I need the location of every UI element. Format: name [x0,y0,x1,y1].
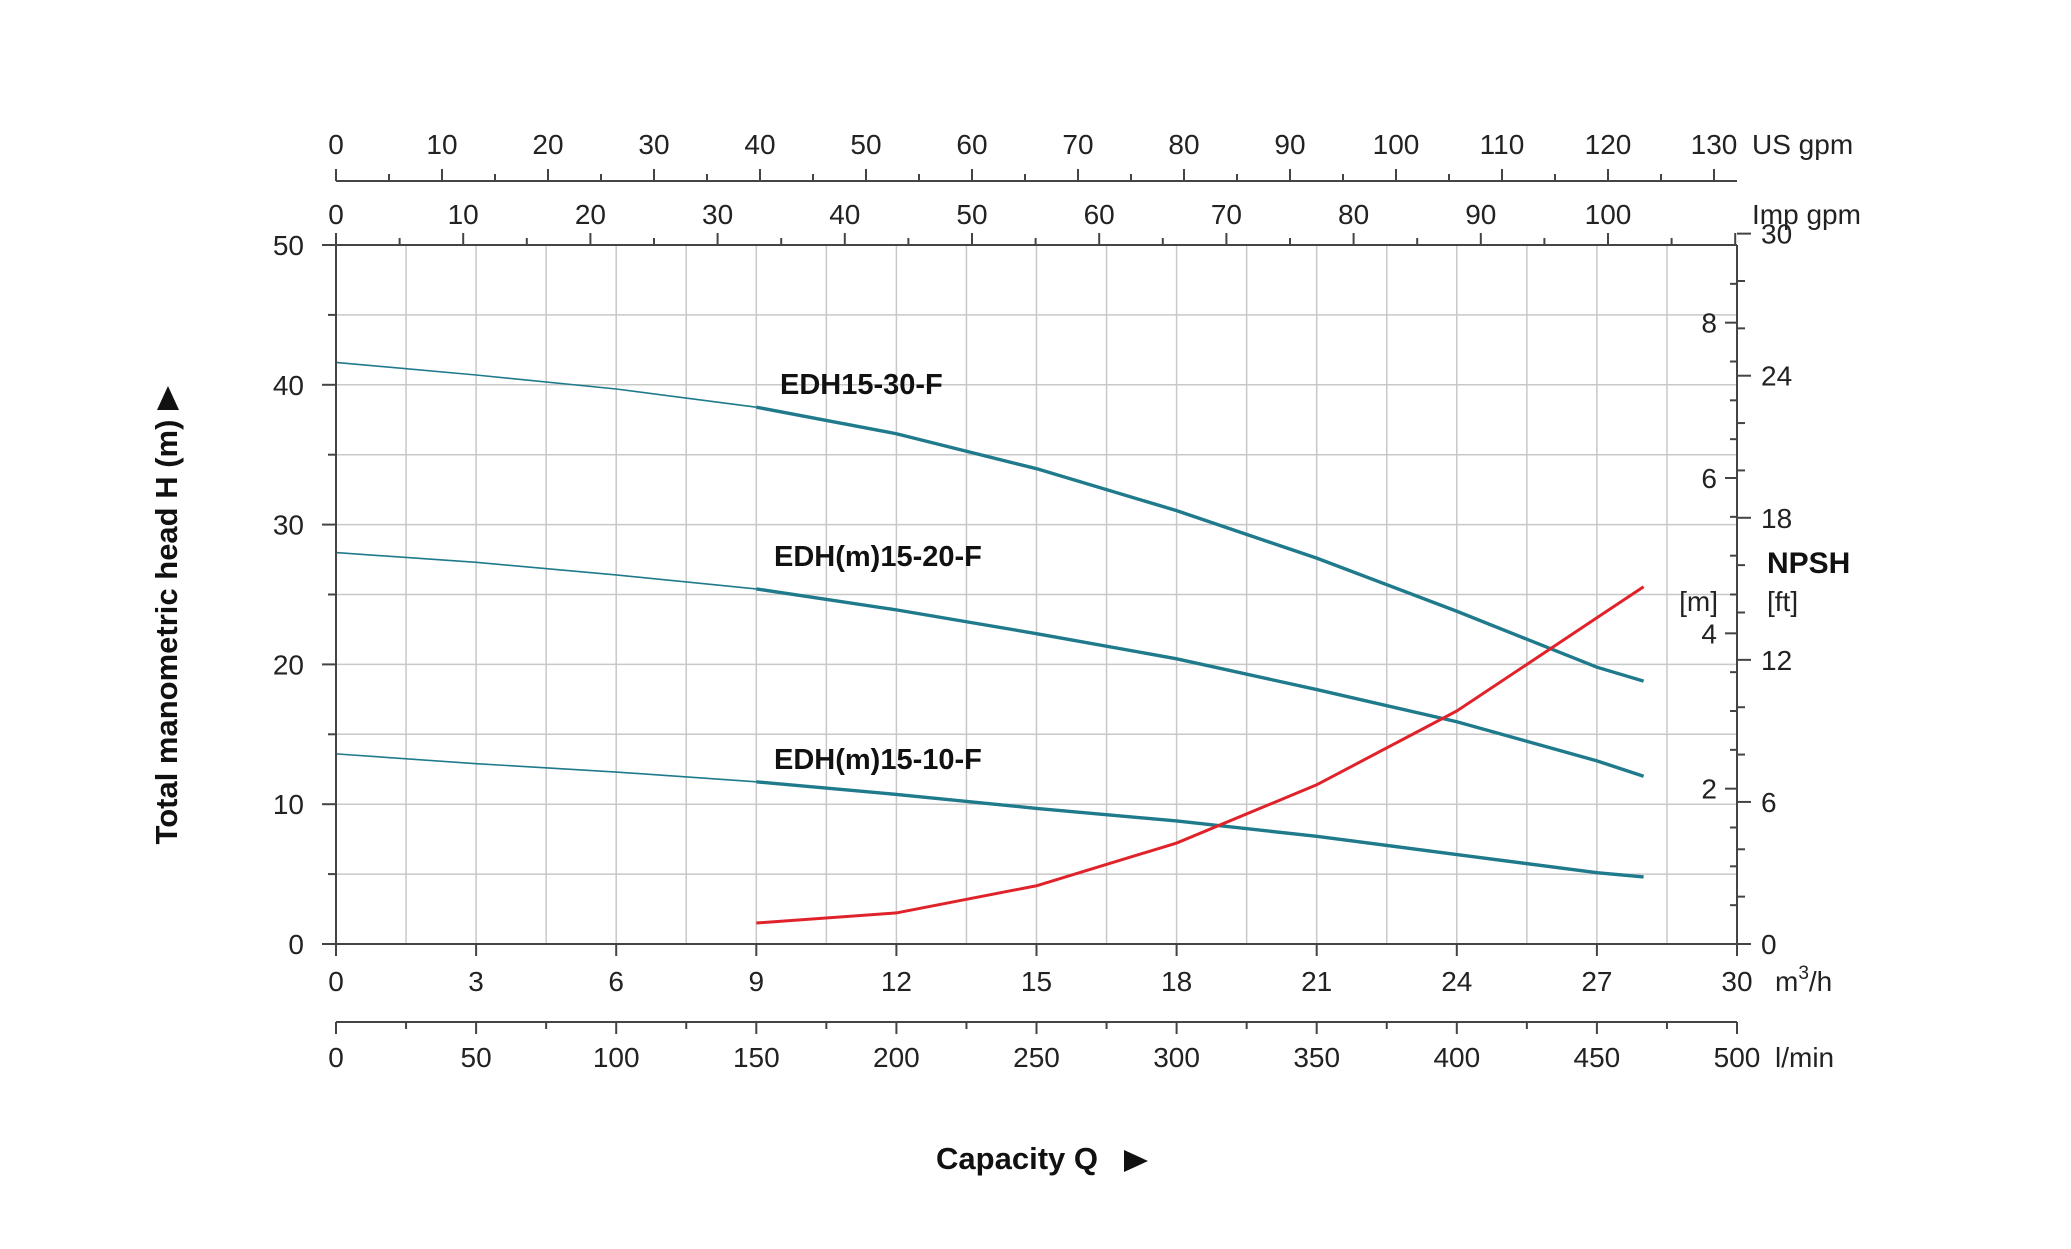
us-gpm-tick-label: 0 [328,129,344,160]
imp-gpm-tick-label: 80 [1338,199,1369,230]
y-tick-label: 50 [273,230,304,261]
head-curve-extrapolated [335,361,757,408]
head-curve-extrapolated [335,753,757,783]
us-gpm-tick-label: 90 [1274,129,1305,160]
npsh-m-unit: [m] [1679,586,1718,617]
x-tick-label: 3 [468,966,484,997]
y-axis-arrow-icon [157,386,179,410]
x-tick-label: 30 [1721,966,1752,997]
us-gpm-tick-label: 10 [426,129,457,160]
x-tick-label: 21 [1301,966,1332,997]
imp-gpm-tick-label: 10 [448,199,479,230]
npsh-m-tick-label: 4 [1701,618,1717,649]
us-gpm-tick-label: 30 [638,129,669,160]
lpm-tick-label: 250 [1013,1042,1060,1073]
imp-gpm-unit-label: Imp gpm [1752,199,1861,230]
lpm-tick-label: 50 [461,1042,492,1073]
labels: 0 3 6 9 12 15 18 21 24 27 30 m3/h0 50 100 150 200 250 300… [149,129,1861,1176]
grid-lines [335,244,1738,945]
y-tick-label: 10 [273,789,304,820]
y-tick-label: 30 [273,510,304,541]
lpm-tick-label: 500 [1714,1042,1761,1073]
npsh-ft-tick-label: 18 [1761,503,1792,534]
lpm-tick-label: 100 [593,1042,640,1073]
lpm-tick-label: 150 [733,1042,780,1073]
imp-gpm-tick-label: 70 [1211,199,1242,230]
x-unit-label: m3/h [1775,963,1832,997]
x-tick-label: 6 [608,966,624,997]
x-tick-label: 18 [1161,966,1192,997]
x-tick-label: 27 [1581,966,1612,997]
lpm-unit-label: l/min [1775,1042,1834,1073]
us-gpm-tick-label: 100 [1373,129,1420,160]
x-tick-label: 12 [881,966,912,997]
imp-gpm-tick-label: 20 [575,199,606,230]
lpm-tick-label: 0 [328,1042,344,1073]
series-label: EDH(m)15-20-F [774,541,982,573]
y-tick-label: 40 [273,370,304,401]
us-gpm-tick-label: 20 [532,129,563,160]
head-curve [755,405,1645,683]
lpm-tick-label: 200 [873,1042,920,1073]
x-tick-label: 15 [1021,966,1052,997]
lpm-tick-label: 350 [1293,1042,1340,1073]
head-curve-extrapolated [335,551,757,590]
y-tick-label: 0 [288,929,304,960]
y-axis-title: Total manometric head H (m) [149,420,184,845]
npsh-m-tick-label: 2 [1701,774,1717,805]
imp-gpm-tick-label: 90 [1465,199,1496,230]
npsh-m-tick-label: 6 [1701,463,1717,494]
us-gpm-unit-label: US gpm [1752,129,1853,160]
npsh-ft-unit: [ft] [1767,586,1798,617]
npsh-curve [756,585,1645,925]
imp-gpm-tick-label: 40 [829,199,860,230]
us-gpm-tick-label: 80 [1168,129,1199,160]
lpm-tick-label: 400 [1433,1042,1480,1073]
imp-gpm-tick-label: 100 [1585,199,1632,230]
x-axis-arrow-icon [1124,1150,1148,1172]
axes [322,169,1751,1034]
head-curve [756,780,1644,879]
x-axis-title: Capacity Q [936,1141,1098,1176]
us-gpm-tick-label: 40 [744,129,775,160]
y-tick-label: 20 [273,649,304,680]
lpm-tick-label: 300 [1153,1042,1200,1073]
npsh-ft-tick-label: 0 [1761,929,1777,960]
head-curve [756,587,1645,778]
x-tick-label: 0 [328,966,344,997]
imp-gpm-tick-label: 50 [956,199,987,230]
lpm-tick-label: 450 [1574,1042,1621,1073]
npsh-title: NPSH [1767,547,1850,580]
x-tick-label: 24 [1441,966,1472,997]
npsh-m-tick-label: 8 [1701,308,1717,339]
series-label: EDH15-30-F [780,369,943,401]
imp-gpm-tick-label: 0 [328,199,344,230]
imp-gpm-tick-label: 30 [702,199,733,230]
us-gpm-tick-label: 60 [956,129,987,160]
series-label: EDH(m)15-10-F [774,744,982,776]
npsh-ft-tick-label: 24 [1761,361,1792,392]
us-gpm-tick-label: 50 [850,129,881,160]
us-gpm-tick-label: 130 [1691,129,1738,160]
npsh-ft-tick-label: 12 [1761,645,1792,676]
us-gpm-tick-label: 70 [1062,129,1093,160]
us-gpm-tick-label: 110 [1480,129,1525,160]
x-tick-label: 9 [749,966,765,997]
us-gpm-tick-label: 120 [1585,129,1632,160]
npsh-ft-tick-label: 6 [1761,787,1777,818]
npsh-ft-tick-label: 30 [1761,219,1792,250]
curves [335,361,1645,925]
imp-gpm-tick-label: 60 [1084,199,1115,230]
